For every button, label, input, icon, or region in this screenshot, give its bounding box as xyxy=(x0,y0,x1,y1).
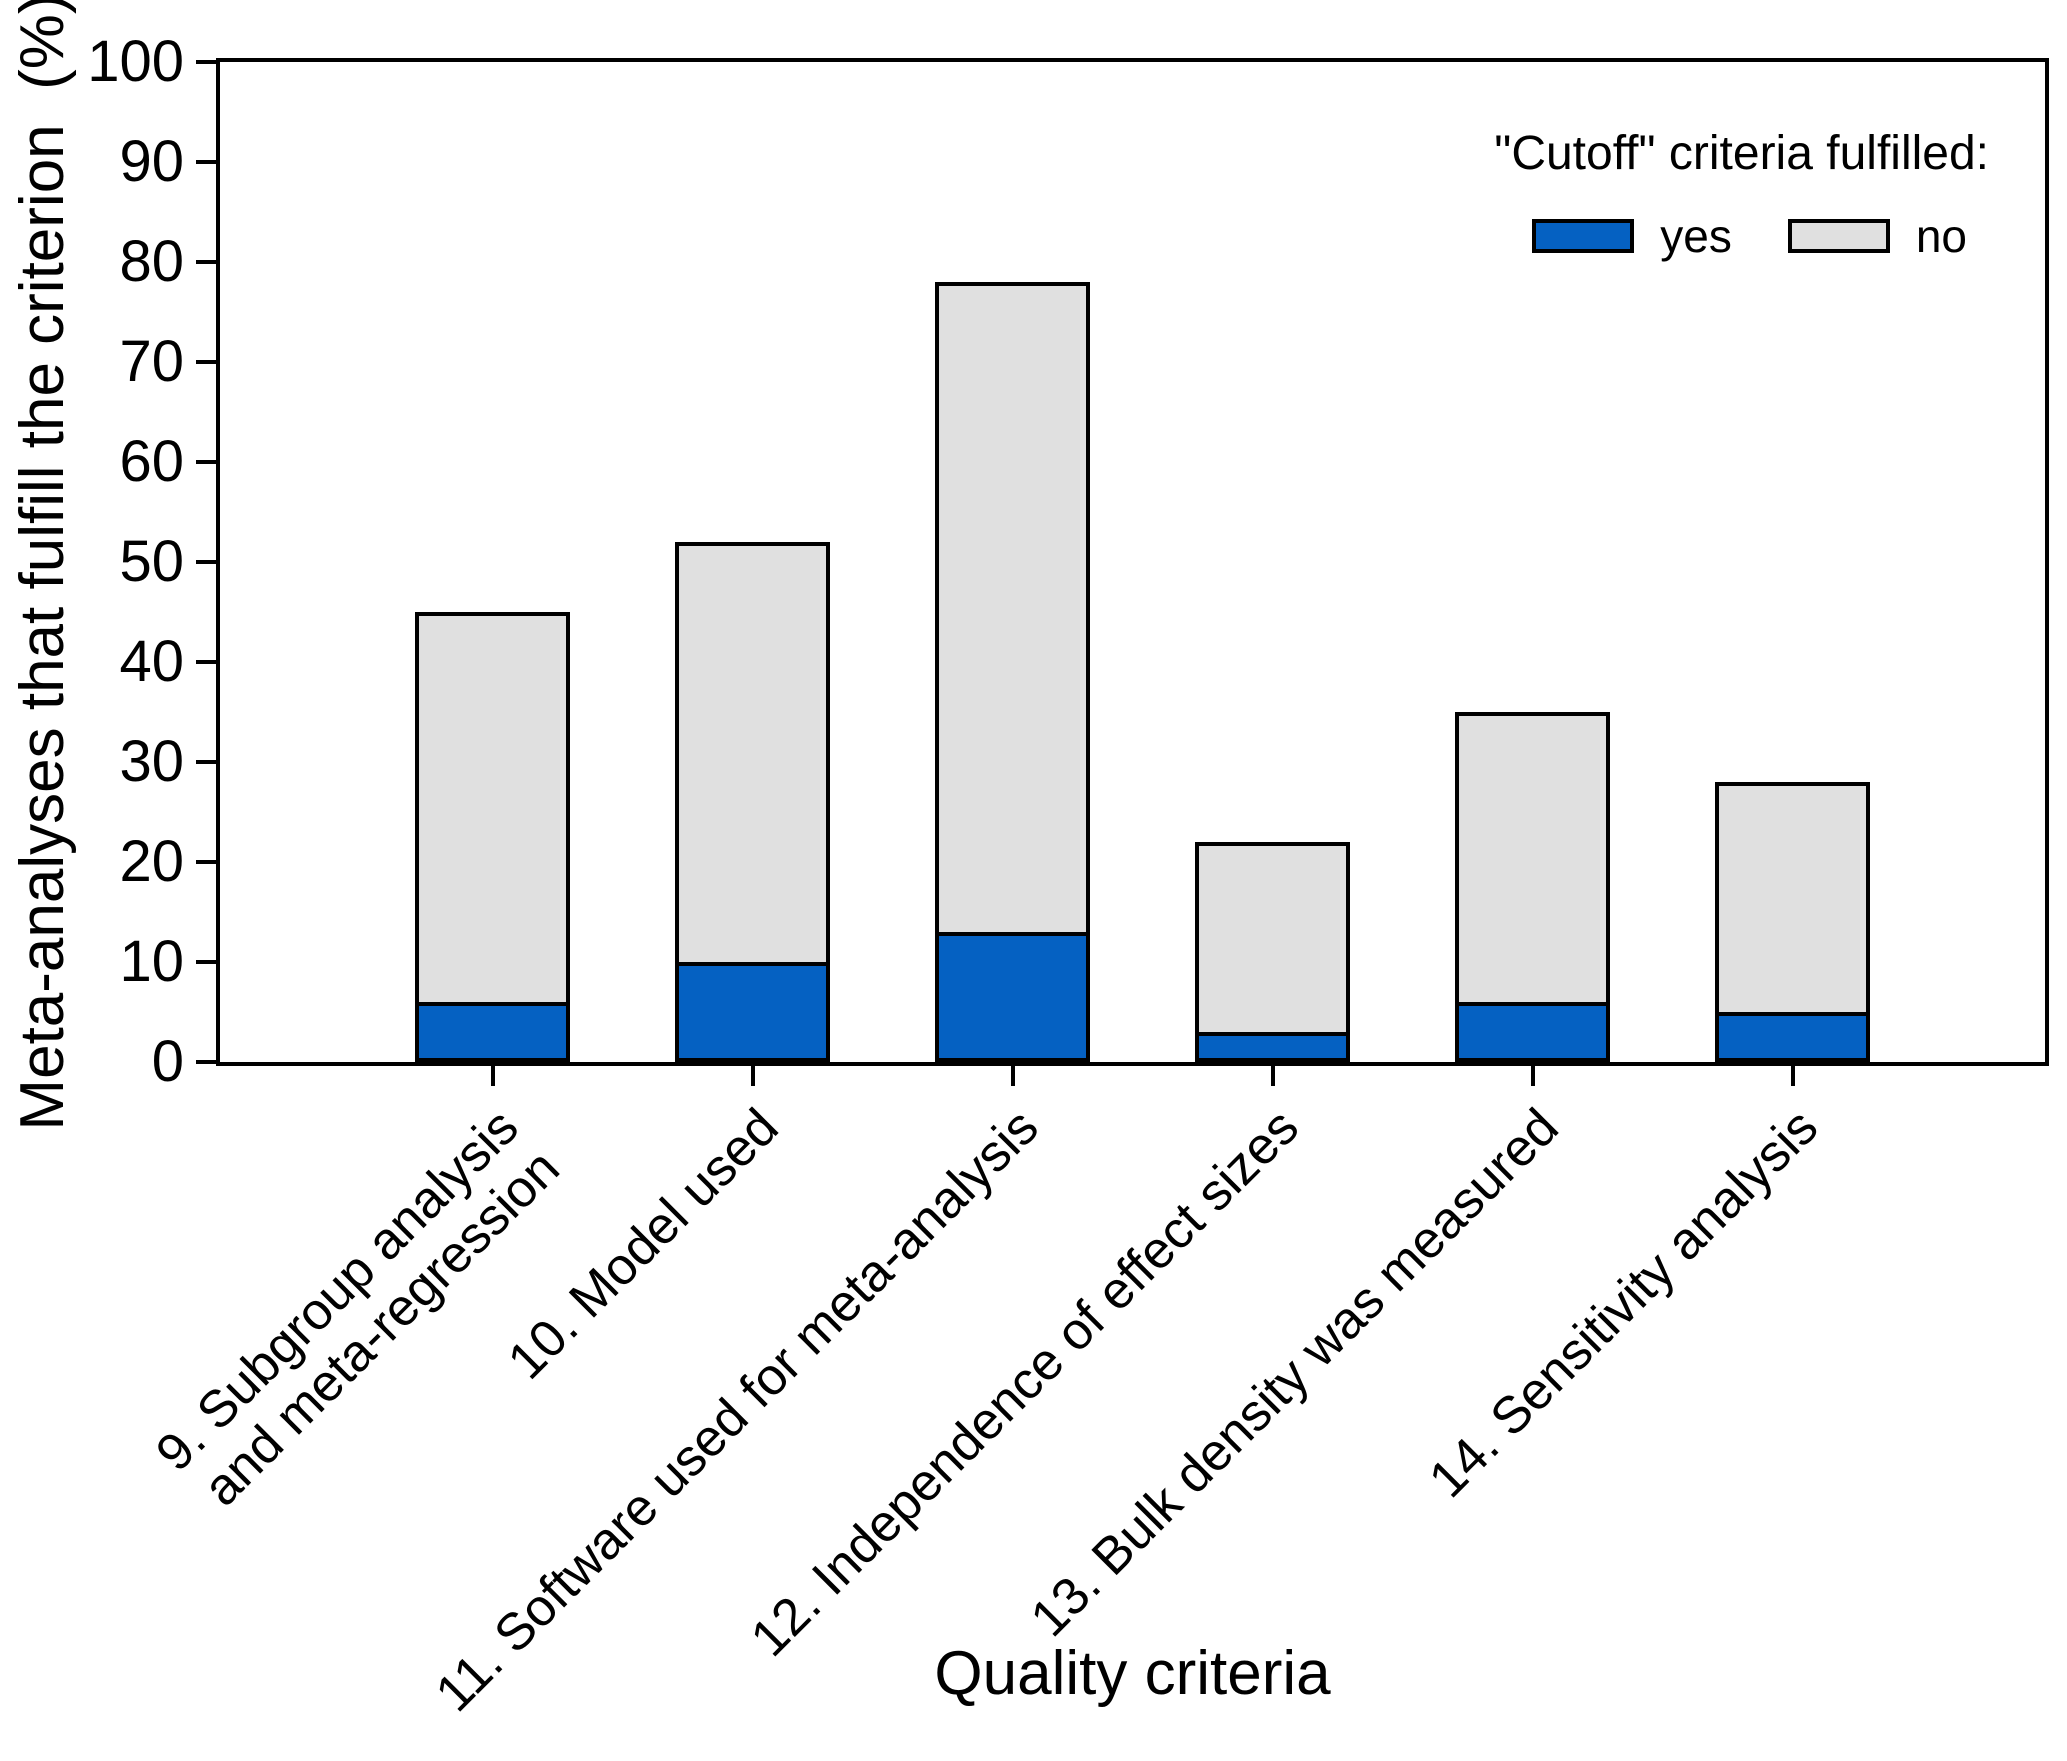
bar xyxy=(1715,782,1870,1062)
bar-segment-no xyxy=(939,286,1086,932)
y-tick-label: 0 xyxy=(151,1029,184,1094)
bar-segment-yes xyxy=(939,932,1086,1058)
bar xyxy=(415,612,570,1062)
y-tick xyxy=(196,560,216,564)
bar-segment-no xyxy=(1719,786,1866,1012)
y-tick xyxy=(196,1060,216,1064)
x-category-label: 10. Model used xyxy=(497,1098,790,1391)
x-category-label: 13. Bulk density was measured xyxy=(1019,1098,1570,1648)
y-tick-label: 80 xyxy=(119,229,184,294)
bar-segment-no xyxy=(1199,846,1346,1032)
x-axis-title: Quality criteria xyxy=(934,1639,1331,1708)
y-tick xyxy=(196,160,216,164)
bar-segment-no xyxy=(679,546,826,962)
y-tick xyxy=(196,760,216,764)
bar xyxy=(675,542,830,1062)
legend-label-no: no xyxy=(1915,210,1967,262)
y-tick xyxy=(196,660,216,664)
y-tick xyxy=(196,360,216,364)
legend-swatch-no xyxy=(1787,219,1890,253)
bar xyxy=(1195,842,1350,1062)
y-tick-label: 50 xyxy=(119,529,184,594)
y-tick xyxy=(196,860,216,864)
x-tick xyxy=(490,1066,495,1086)
x-tick xyxy=(1530,1066,1535,1086)
x-tick xyxy=(750,1066,755,1086)
bar-segment-no xyxy=(1459,716,1606,1002)
y-tick xyxy=(196,960,216,964)
legend-label-yes: yes xyxy=(1660,210,1732,262)
y-tick-label: 30 xyxy=(119,729,184,794)
bar xyxy=(1455,712,1610,1062)
bar-segment-yes xyxy=(419,1002,566,1058)
bar-segment-yes xyxy=(679,962,826,1058)
bar-segment-yes xyxy=(1459,1002,1606,1058)
y-tick-label: 60 xyxy=(119,429,184,494)
legend-swatch-yes xyxy=(1532,219,1635,253)
bar xyxy=(935,282,1090,1062)
bar-segment-yes xyxy=(1719,1012,1866,1058)
y-tick-label: 40 xyxy=(119,629,184,694)
y-tick xyxy=(196,60,216,64)
plot-area: 0 10 20 30 40 50 60 70 80 90 100 9. Subgroup analy… xyxy=(87,31,2049,1723)
y-tick-label: 20 xyxy=(119,829,184,894)
y-tick-label: 10 xyxy=(119,929,184,994)
x-category-label: 9. Subgroup analysis and meta-regression xyxy=(145,1098,571,1518)
legend-title: "Cutoff" criteria fulfilled: xyxy=(1494,127,1989,180)
y-tick xyxy=(196,460,216,464)
bar-segment-no xyxy=(419,616,566,1002)
x-category-label: 12. Independence of effect sizes xyxy=(739,1098,1310,1668)
x-tick xyxy=(1010,1066,1015,1086)
bar-segment-yes xyxy=(1199,1032,1346,1058)
x-tick xyxy=(1270,1066,1275,1086)
legend: "Cutoff" criteria fulfilled: yes no xyxy=(1494,126,1989,263)
y-tick-label: 70 xyxy=(119,329,184,394)
y-tick-label: 100 xyxy=(87,29,184,94)
legend-items: yes no xyxy=(1494,209,1967,263)
y-tick-label: 90 xyxy=(119,129,184,194)
x-tick xyxy=(1790,1066,1795,1086)
y-tick xyxy=(196,260,216,264)
